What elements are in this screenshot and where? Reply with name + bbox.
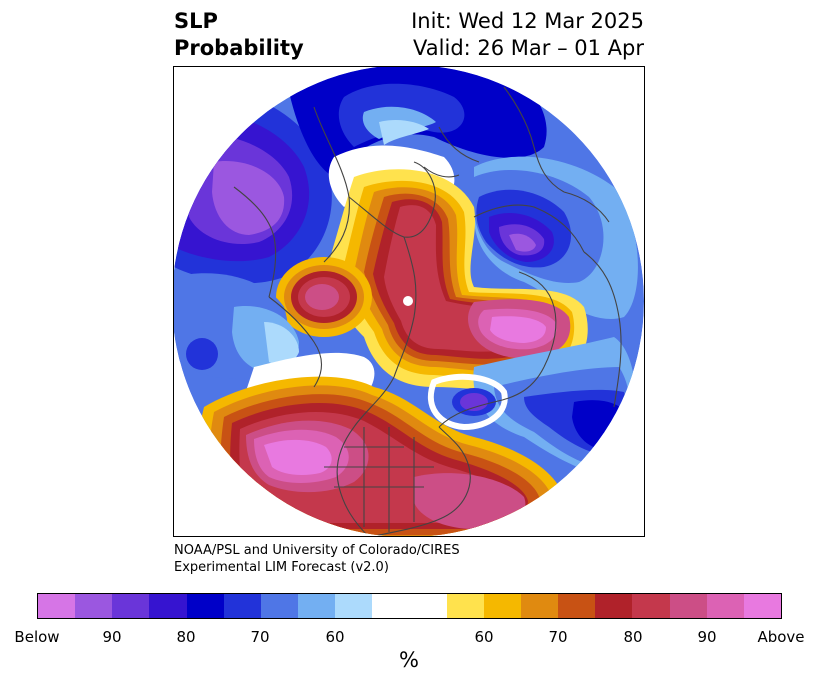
colorbar-segment [595,594,633,618]
colorbar-segment [743,594,782,618]
colorbar-label-above-90: 90 [697,628,717,646]
north-pole-marker [403,296,413,306]
colorbar-segment [149,594,187,618]
colorbar-segment [186,594,224,618]
colorbar-label-above-60: 60 [474,628,494,646]
probability-map [174,67,644,536]
colorbar-label-below-90: 90 [102,628,122,646]
region-below-arctic-top [284,67,547,177]
region-below-eurasia [474,156,638,319]
credit-line-1: NOAA/PSL and University of Colorado/CIRE… [174,543,460,558]
colorbar-segment [223,594,261,618]
colorbar-label-below-60: 60 [325,628,345,646]
colorbar-label-above-70: 70 [548,628,568,646]
region-above-bering [276,257,372,337]
colorbar-segment [706,594,744,618]
colorbar-label-above: Above [757,628,805,646]
credit-text: NOAA/PSL and University of Colorado/CIRE… [174,542,460,576]
title-init-date: Init: Wed 12 Mar 2025 [411,9,644,33]
colorbar-label-below-70: 70 [250,628,270,646]
colorbar-segment [521,594,559,618]
title-variable: SLP [174,9,218,33]
region-below-north-pacific [174,273,299,379]
chart-title-left: SLP Probability [174,8,304,62]
coastlines [233,86,622,536]
colorbar-segment [298,594,336,618]
colorbar-segment [669,594,707,618]
colorbar-segment [260,594,299,618]
colorbar-segment [632,594,670,618]
colorbar-segment [446,594,484,618]
colorbar-segment [483,594,522,618]
title-valid-range: Valid: 26 Mar – 01 Apr [413,36,644,60]
colorbar-segment [75,594,113,618]
chart-title-right: Init: Wed 12 Mar 2025 Valid: 26 Mar – 01… [411,8,644,62]
title-type: Probability [174,36,304,60]
colorbar-label-below-80: 80 [176,628,196,646]
colorbar-segment [112,594,150,618]
region-above-siberia [468,299,571,359]
colorbar-segment [38,594,76,618]
colorbar-segment [558,594,596,618]
colorbar-label-above-80: 80 [623,628,643,646]
colorbar-segment [335,594,373,618]
colorbar-segment [372,594,447,618]
colorbar-units: % [399,648,419,672]
map-panel [173,66,645,537]
credit-line-2: Experimental LIM Forecast (v2.0) [174,560,389,575]
colorbar-label-below: Below [14,628,60,646]
colorbar [37,593,782,619]
